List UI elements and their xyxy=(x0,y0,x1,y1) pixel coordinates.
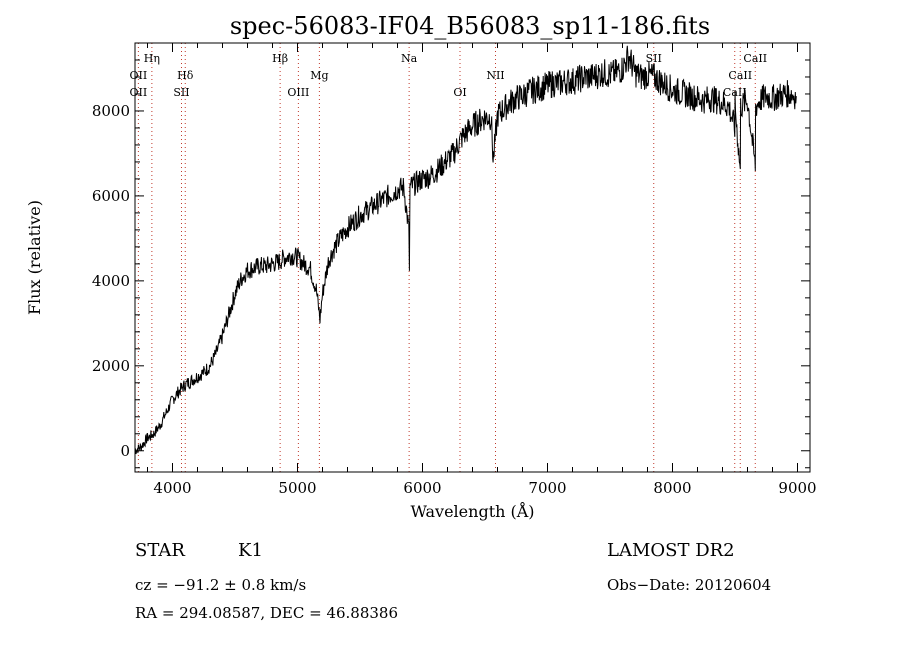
object-class: STAR xyxy=(135,540,185,561)
spectral-line-label: Mg xyxy=(310,69,328,82)
spectral-line-label: Na xyxy=(401,52,418,65)
spectral-subclass: K1 xyxy=(238,540,263,561)
y-tick-label: 2000 xyxy=(92,357,130,375)
sky-coordinates: RA = 294.08587, DEC = 46.88386 xyxy=(135,604,399,622)
spectral-line-label: CaII xyxy=(743,52,767,65)
chart-title: spec-56083-IF04_B56083_sp11-186.fits xyxy=(229,12,711,40)
y-axis-ticks: 0 2000 4000 6000 8000 xyxy=(92,42,810,469)
spectral-line-label: OII xyxy=(130,86,148,99)
x-tick-label: 5000 xyxy=(278,479,316,497)
spectrum-series-line xyxy=(134,45,797,455)
y-tick-label: 6000 xyxy=(92,187,130,205)
spectral-line-label: Hβ xyxy=(272,52,288,65)
survey-label: LAMOST DR2 xyxy=(607,540,735,561)
spectral-line-label: OII xyxy=(130,69,148,82)
spectral-line-label: SII xyxy=(646,52,662,65)
x-tick-label: 6000 xyxy=(403,479,441,497)
redshift-value: cz = −91.2 ± 0.8 km/s xyxy=(135,576,307,594)
x-axis-ticks: 4000 5000 6000 7000 8000 9000 xyxy=(147,43,817,497)
y-tick-label: 8000 xyxy=(92,102,130,120)
observation-date: Obs−Date: 20120604 xyxy=(607,576,772,594)
plot-frame xyxy=(134,42,811,473)
spectral-line-label: Hδ xyxy=(177,69,194,82)
spectral-line-markers xyxy=(137,43,756,472)
y-tick-label: 0 xyxy=(120,442,130,460)
y-tick-label: 4000 xyxy=(92,272,130,290)
spectral-line-label: Hη xyxy=(144,52,160,65)
x-tick-label: 4000 xyxy=(153,479,191,497)
x-axis-label: Wavelength (Å) xyxy=(410,501,534,521)
spectral-line-label: CaII xyxy=(728,69,752,82)
y-axis-label: Flux (relative) xyxy=(25,200,44,315)
spectral-line-label: OI xyxy=(453,86,466,99)
x-tick-label: 8000 xyxy=(653,479,691,497)
x-tick-label: 7000 xyxy=(528,479,566,497)
spectral-line-label: NII xyxy=(486,69,504,82)
x-tick-label: 9000 xyxy=(778,479,816,497)
spectral-line-label: OIII xyxy=(287,86,309,99)
spectral-line-label: SII xyxy=(173,86,189,99)
